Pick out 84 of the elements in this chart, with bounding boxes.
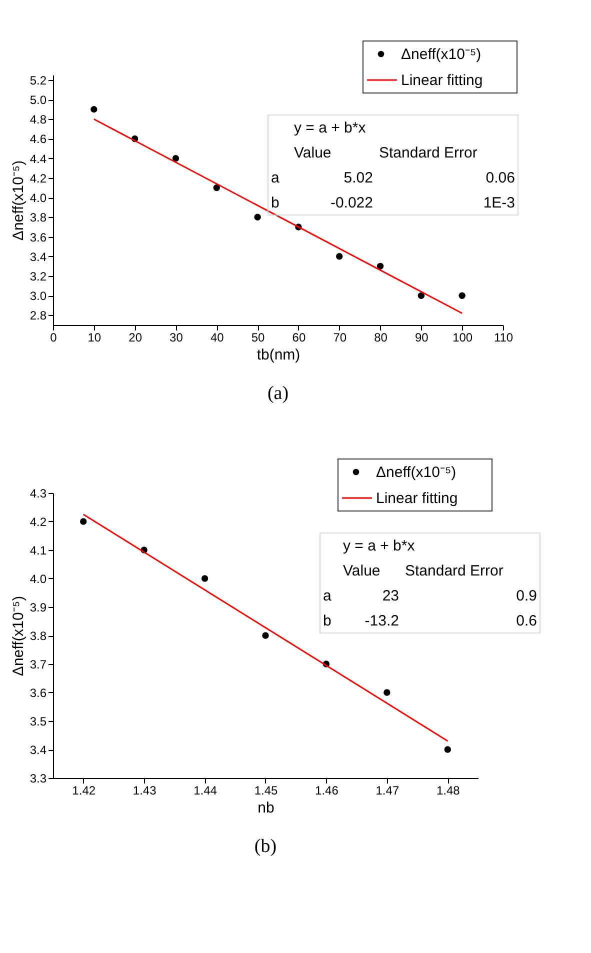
x-tick-label: 1.46 [315,784,339,798]
annotation: y = a + b*x [343,538,416,554]
point [376,262,384,270]
y-tick-label: 4.6 [30,132,47,146]
y-tick-label: 4.0 [30,191,47,206]
x-tick-label: 20 [128,330,142,344]
annotation: a [323,588,332,604]
point [262,632,269,639]
annotation: b [271,194,280,212]
x-tick-label: 1.44 [194,784,218,798]
point [90,106,98,113]
annotation: y = a + b*x [294,120,366,136]
x-tick-label: 1.47 [376,784,400,798]
annotation: 0.06 [486,170,515,186]
text: (a) [267,383,289,404]
y-tick-label: 3.5 [30,714,47,728]
y-tick-label: 3.6 [30,686,47,700]
point [336,253,343,260]
x-tick-label: 30 [170,330,184,344]
annotation: Standard Error [405,562,504,580]
annotation: -13.2 [364,612,399,630]
point [201,575,208,582]
y-tick-label: 2.8 [30,308,47,323]
point [444,746,451,753]
x-tick-label: 110 [494,330,514,344]
y-tick-label: 3.7 [30,658,47,672]
x-tick-label: 10 [88,330,102,344]
text: 0.6 [516,612,537,630]
point [80,518,87,525]
x-axis-title: nb [258,800,274,816]
x-tick-label: 60 [292,330,306,344]
y-tick-label: 3.8 [30,629,47,643]
y-tick-label: 3.2 [30,269,47,284]
point [254,214,261,221]
point [458,292,466,299]
y-tick-label: 3.3 [30,772,47,786]
annotation: Standard Error [379,144,478,162]
y-tick-label: 5.0 [30,93,47,108]
legend-label: Linear fitting [376,490,458,507]
annotation: -0.022 [330,194,373,212]
point [213,184,220,192]
x-tick-label: 100 [452,330,473,344]
x-tick-label: 50 [251,330,266,344]
x-tick-label: 40 [210,330,224,344]
y-axis-title: Δneff(x10⁻⁵) [10,596,27,676]
legend-label: Δneff(x10⁻⁵) [401,46,482,63]
x-tick-label: 90 [415,330,429,344]
point [418,292,425,299]
annotation: 1E-3 [483,194,515,212]
x-tick-label: 1.42 [72,784,96,798]
x-tick-label: 1.43 [132,784,157,798]
annotation: Value [343,562,380,580]
y-tick-label: 4.4 [30,152,47,166]
x-tick-label: 70 [333,330,347,344]
y-tick-label: 3.4 [30,743,47,757]
y-tick-label: 3.4 [30,250,47,264]
y-tick-label: 3.9 [30,600,47,614]
y-axis-title: Δneff(x10⁻⁵) [10,160,27,241]
y-tick-label: 4.1 [30,544,47,558]
x-tick-label: 0 [50,330,58,344]
y-tick-label: 3.0 [30,289,47,304]
point [384,689,390,696]
y-tick-label: 3.8 [30,210,47,225]
y-tick-label: 4.2 [30,171,47,186]
text: (b) [254,836,277,857]
y-tick-label: 4.3 [30,486,47,500]
x-tick-label: 80 [374,330,388,344]
x-tick-label: 1.45 [254,784,278,798]
y-tick-label: 4.2 [30,515,47,529]
annotation: a [271,170,280,186]
y-tick-label: 3.6 [30,230,47,244]
annotation: 5.02 [344,170,373,186]
x-tick-label: 1.48 [436,784,460,798]
annotation: b [323,612,332,630]
annotation: 23 [382,588,399,604]
legend-label: Δneff(x10⁻⁵) [376,464,456,481]
legend-label: Linear fitting [401,72,483,89]
y-tick-label: 5.2 [30,73,47,88]
y-tick-label: 4.8 [30,112,47,127]
y-tick-label: 4.0 [30,572,47,586]
annotation: Value [294,144,332,162]
x-axis-title: tb(nm) [256,346,300,364]
text: 0.9 [516,588,537,604]
point [172,154,180,162]
